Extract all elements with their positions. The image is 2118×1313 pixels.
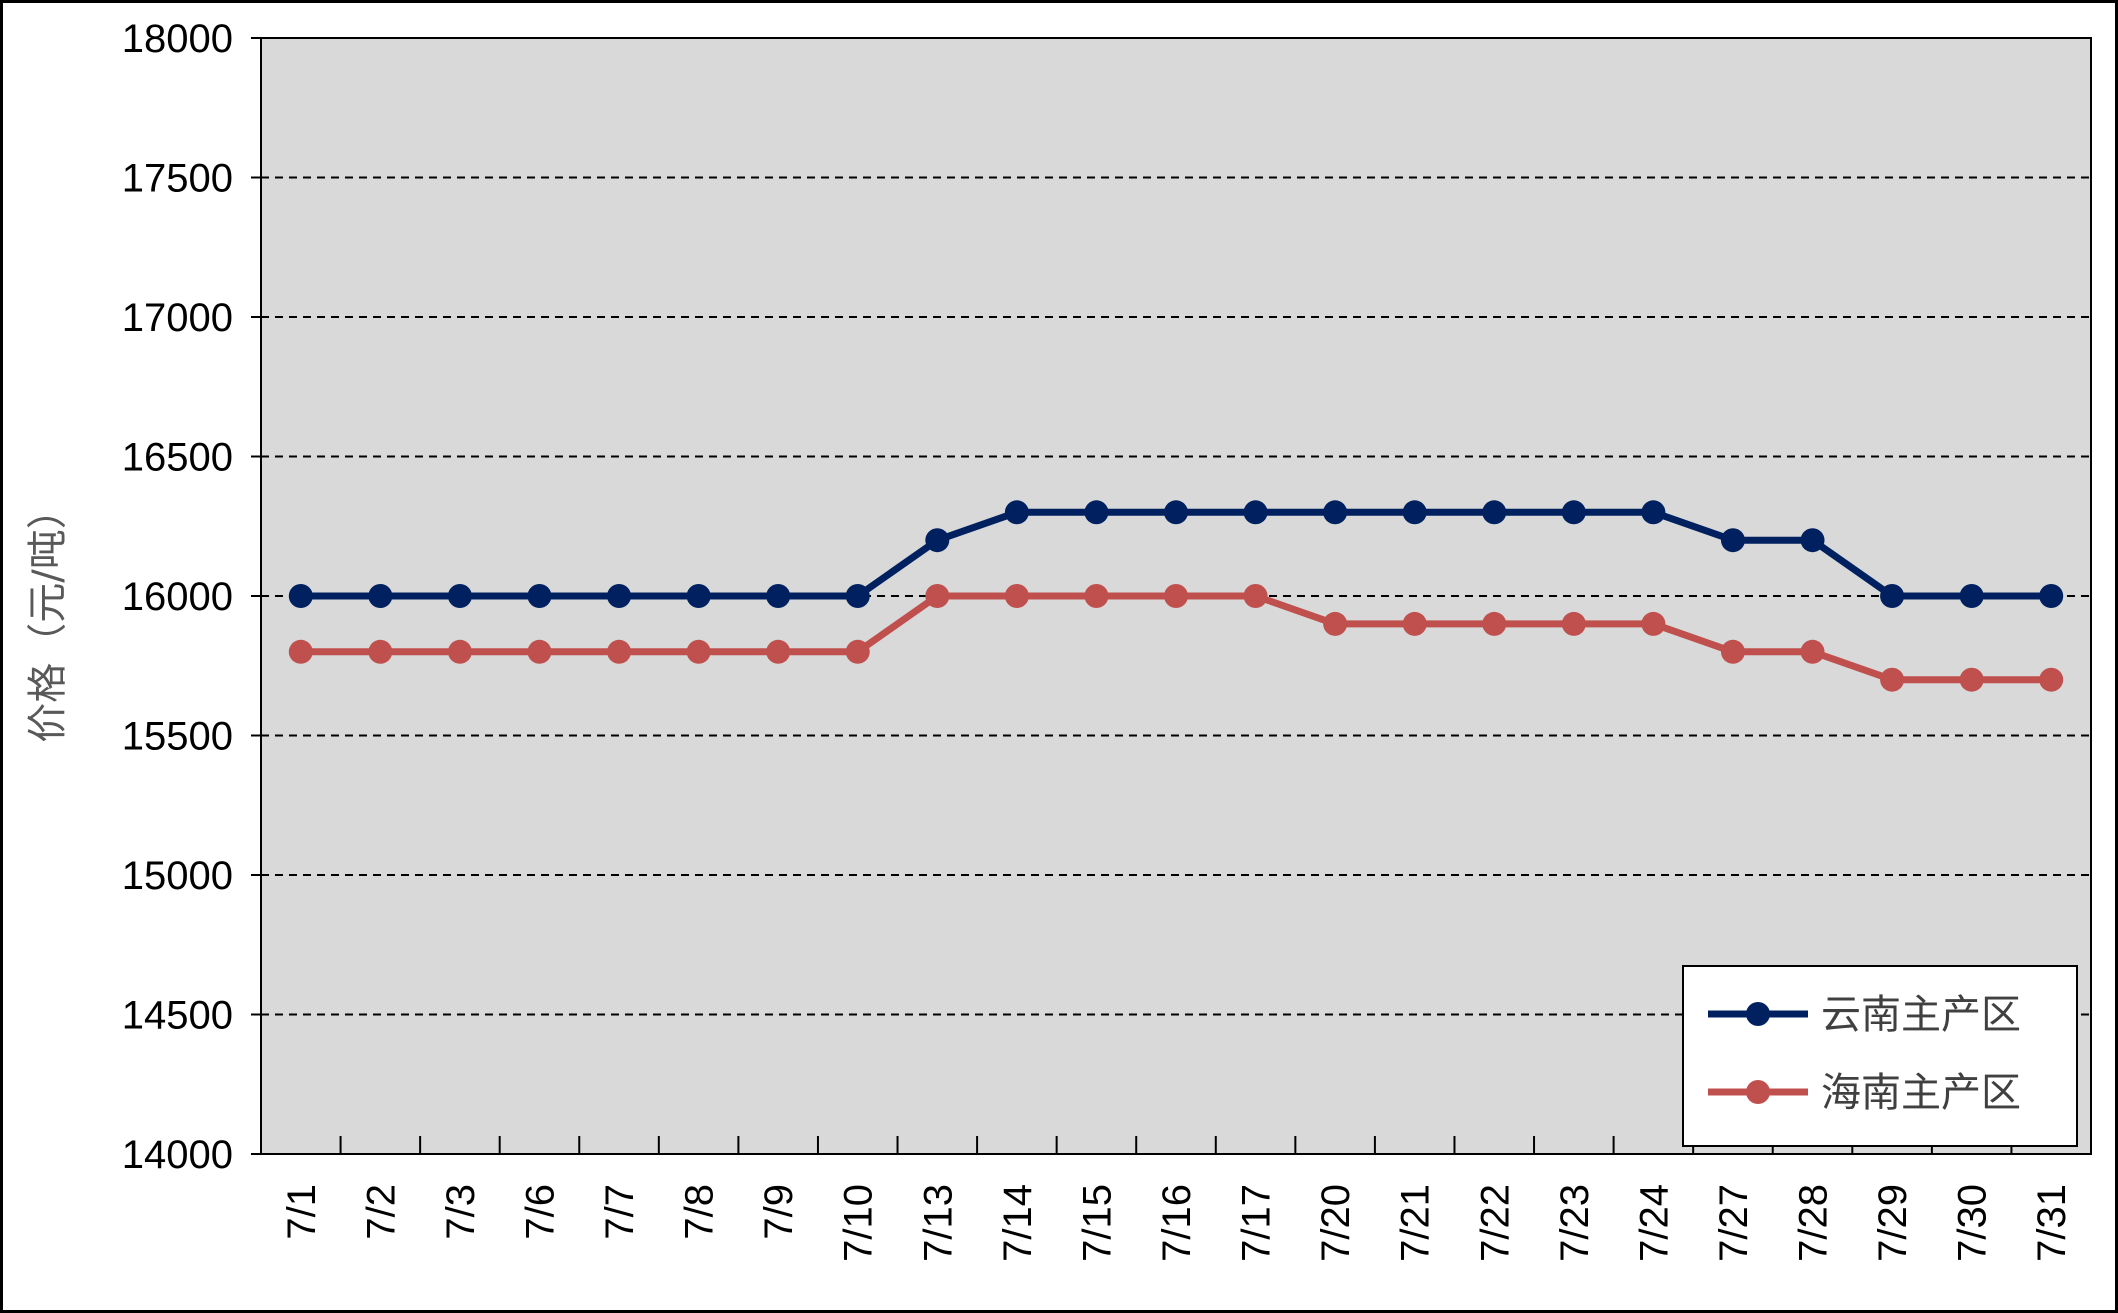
y-tick-label: 16000 [122, 575, 233, 619]
x-tick-label: 7/15 [1075, 1184, 1119, 1262]
data-point [1164, 584, 1188, 608]
legend-swatch-marker [1746, 1002, 1770, 1026]
data-point [1084, 584, 1109, 608]
data-point [2039, 667, 2064, 692]
x-tick-label: 7/22 [1473, 1184, 1517, 1262]
data-point [1641, 611, 1666, 636]
y-tick-label: 14000 [122, 1133, 233, 1177]
data-point [368, 584, 393, 608]
series-lines [288, 500, 2064, 692]
legend-swatch-marker [1746, 1080, 1770, 1104]
data-point [766, 584, 791, 608]
data-point [1084, 500, 1109, 525]
data-point [766, 639, 791, 664]
x-tick-label: 7/2 [359, 1184, 403, 1240]
y-tick-label: 14500 [122, 994, 233, 1038]
data-point [1164, 500, 1188, 525]
x-tick-label: 7/23 [1553, 1184, 1597, 1262]
data-point [925, 584, 950, 608]
data-point [1720, 528, 1745, 553]
data-point [686, 639, 711, 664]
legend-entry: 海南主产区 [1708, 1070, 2021, 1116]
data-point [1402, 500, 1427, 525]
data-point [845, 584, 870, 608]
data-point [1482, 611, 1507, 636]
legend-label: 云南主产区 [1821, 992, 2021, 1038]
x-tick-label: 7/31 [2030, 1184, 2074, 1262]
x-tick-label: 7/28 [1792, 1184, 1836, 1262]
x-tick-label: 7/30 [1951, 1184, 1995, 1262]
x-tick-label: 7/29 [1871, 1184, 1915, 1262]
x-tick-label: 7/16 [1155, 1184, 1199, 1262]
data-point [1641, 500, 1666, 525]
data-point [925, 528, 950, 553]
data-point [1720, 639, 1745, 664]
legend-label: 海南主产区 [1821, 1070, 2021, 1116]
data-point [1880, 667, 1905, 692]
x-tick-label: 7/13 [916, 1184, 960, 1262]
data-point [447, 584, 472, 608]
x-tick-label: 7/7 [598, 1184, 642, 1240]
data-point [1243, 584, 1268, 608]
series-1 [288, 584, 2064, 692]
data-point [288, 639, 313, 664]
data-point [288, 584, 313, 608]
y-tick-label: 15500 [122, 715, 233, 759]
y-tick-label: 17500 [122, 157, 233, 201]
data-point [845, 639, 870, 664]
data-point [1800, 639, 1825, 664]
x-tick-label: 7/17 [1235, 1184, 1279, 1262]
y-tick-label: 16500 [122, 436, 233, 480]
y-tick-labels: 14000 14500 15000 15500 16000 16500 17000 17500… [122, 17, 233, 1177]
data-point [1959, 584, 1984, 608]
data-point [368, 639, 393, 664]
data-point [1323, 611, 1348, 636]
data-point [527, 584, 552, 608]
x-tick-label: 7/3 [439, 1184, 483, 1240]
x-tick-label: 7/1 [280, 1184, 324, 1240]
data-point [1482, 500, 1507, 525]
y-tick-label: 15000 [122, 854, 233, 898]
legend-entry: 云南主产区 [1708, 992, 2021, 1038]
x-tick-label: 7/6 [518, 1184, 562, 1240]
x-tick-labels: 7/1 7/2 7/3 7/6 7/7 7/8 7/9 7/10 7/13 7/14 7/15 7/1… [280, 1184, 2074, 1262]
x-tick-label: 7/21 [1394, 1184, 1438, 1262]
x-tick-label: 7/8 [678, 1184, 722, 1240]
y-tick-label: 18000 [122, 17, 233, 61]
data-point [1880, 584, 1905, 608]
data-point [447, 639, 472, 664]
series-0 [288, 500, 2064, 608]
data-point [1561, 611, 1586, 636]
data-point [1402, 611, 1427, 636]
x-tick-label: 7/9 [757, 1184, 801, 1240]
line-chart: 14000 14500 15000 15500 16000 16500 17000 17500… [25, 17, 2092, 1262]
legend-box [1682, 965, 2078, 1147]
data-point [607, 584, 632, 608]
data-point [607, 639, 632, 664]
x-tick-label: 7/24 [1632, 1184, 1676, 1262]
data-point [1243, 500, 1268, 525]
x-tick-label: 7/20 [1314, 1184, 1358, 1262]
data-point [1959, 667, 1984, 692]
data-point [686, 584, 711, 608]
data-point [1323, 500, 1348, 525]
data-point [1561, 500, 1586, 525]
data-point [2039, 584, 2064, 608]
y-tick-label: 17000 [122, 296, 233, 340]
data-point [1800, 528, 1825, 553]
x-tick-label: 7/27 [1712, 1184, 1756, 1262]
x-tick-label: 7/10 [837, 1184, 881, 1262]
x-tick-label: 7/14 [996, 1184, 1040, 1262]
data-point [527, 639, 552, 664]
y-axis-title: 价格（元/吨） [25, 489, 71, 742]
data-point [1004, 584, 1029, 608]
data-point [1004, 500, 1029, 525]
